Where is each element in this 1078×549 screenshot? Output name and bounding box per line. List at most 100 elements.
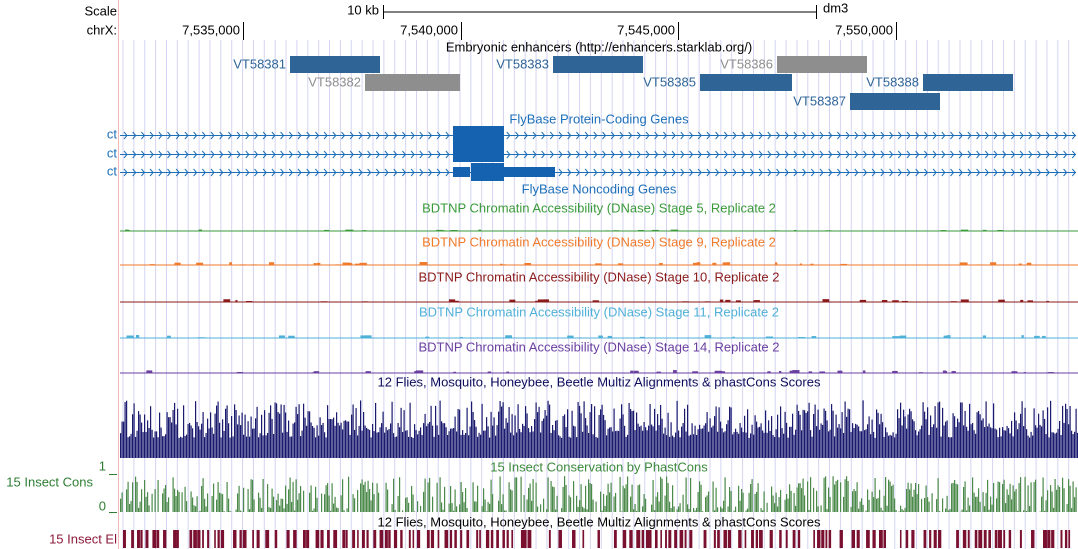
phastcons-bar bbox=[859, 501, 861, 512]
phastcons-bar bbox=[802, 478, 804, 512]
multiz-bar bbox=[649, 403, 651, 458]
element bbox=[1064, 530, 1068, 548]
element bbox=[506, 530, 509, 548]
multiz-bar bbox=[319, 417, 321, 458]
phastcons-bar bbox=[991, 504, 993, 512]
multiz-bar bbox=[712, 425, 714, 458]
multiz-bar bbox=[862, 400, 864, 458]
phastcons-bar bbox=[763, 491, 765, 512]
phastcons-bar bbox=[391, 504, 393, 512]
phastcons-bar bbox=[820, 505, 822, 512]
dnase-peak bbox=[1034, 335, 1040, 338]
element bbox=[437, 530, 440, 548]
multiz-bar bbox=[204, 437, 206, 458]
element bbox=[649, 530, 652, 548]
phastcons-bar bbox=[915, 482, 917, 512]
multiz-bar bbox=[370, 437, 372, 458]
phastcons-bar bbox=[327, 483, 329, 512]
multiz-bar bbox=[546, 415, 548, 458]
dnase-peak bbox=[198, 229, 202, 231]
axis-label: 0 bbox=[99, 498, 106, 513]
phastcons-bar bbox=[682, 494, 684, 512]
phastcons-bar bbox=[162, 493, 164, 512]
phastcons-bar bbox=[195, 506, 197, 512]
phastcons-bar bbox=[927, 497, 929, 512]
multiz-bar bbox=[178, 437, 180, 458]
element bbox=[878, 530, 883, 548]
multiz-bar bbox=[325, 437, 327, 458]
phastcons-bar bbox=[891, 486, 893, 512]
phastcons-bar bbox=[286, 503, 288, 512]
multiz-bar bbox=[1056, 432, 1058, 458]
multiz-bar bbox=[333, 417, 335, 458]
multiz-bar bbox=[687, 404, 689, 458]
multiz-bar bbox=[883, 436, 885, 458]
phastcons-bar bbox=[508, 482, 510, 512]
multiz-bar bbox=[730, 407, 732, 458]
element bbox=[641, 530, 645, 548]
multiz-bar bbox=[499, 401, 501, 458]
multiz-bar bbox=[1059, 420, 1061, 458]
dnase-peak bbox=[940, 230, 947, 231]
multiz-bar bbox=[345, 420, 347, 458]
phastcons-bar bbox=[334, 496, 336, 512]
multiz-bar bbox=[360, 400, 362, 458]
multiz-bar bbox=[1005, 430, 1007, 458]
multiz-bar bbox=[382, 411, 384, 458]
multiz-bar bbox=[187, 423, 189, 458]
phastcons-bar bbox=[135, 476, 137, 512]
element bbox=[851, 530, 856, 548]
multiz-bar bbox=[1020, 413, 1022, 458]
multiz-bar bbox=[969, 403, 971, 458]
dnase-peak bbox=[714, 370, 722, 373]
phastcons-bar bbox=[909, 489, 911, 512]
phastcons-bar bbox=[610, 482, 612, 512]
phastcons-bar bbox=[895, 510, 897, 512]
phastcons-bar bbox=[511, 490, 513, 512]
element bbox=[454, 530, 457, 548]
dnase-peak bbox=[349, 229, 354, 231]
phastcons-bar bbox=[442, 509, 444, 512]
multiz-bar bbox=[417, 434, 419, 458]
gene-arrows bbox=[123, 131, 1076, 140]
track-title: FlyBase Protein-Coding Genes bbox=[509, 111, 689, 126]
exon bbox=[471, 163, 504, 181]
phastcons-bar bbox=[250, 479, 252, 512]
phastcons-bar bbox=[733, 510, 735, 512]
multiz-bar bbox=[808, 402, 810, 458]
element bbox=[933, 530, 937, 548]
phastcons-bar bbox=[789, 484, 791, 512]
multiz-bar bbox=[157, 437, 159, 458]
multiz-bar bbox=[709, 418, 711, 458]
phastcons-bar bbox=[591, 484, 593, 512]
phastcons-bar bbox=[936, 499, 938, 512]
multiz-bar bbox=[750, 433, 752, 458]
phastcons-bar bbox=[1042, 477, 1044, 512]
multiz-bar bbox=[1041, 426, 1043, 458]
multiz-bar bbox=[867, 424, 869, 458]
dnase-peak bbox=[767, 371, 771, 373]
phastcons-bar bbox=[655, 496, 657, 512]
element bbox=[674, 530, 678, 548]
multiz-bar bbox=[150, 406, 152, 458]
phastcons-bar bbox=[451, 503, 453, 512]
multiz-bar bbox=[190, 425, 192, 458]
phastcons-bar bbox=[387, 489, 389, 512]
multiz-bar bbox=[309, 411, 311, 458]
phastcons-bar bbox=[723, 500, 725, 512]
multiz-bar bbox=[873, 431, 875, 458]
multiz-bar bbox=[495, 435, 497, 458]
multiz-bar bbox=[658, 425, 660, 458]
scale-bar bbox=[383, 5, 817, 19]
multiz-bar bbox=[357, 435, 359, 458]
phastcons-bar bbox=[204, 498, 206, 512]
ruler-tick-label: 7,550,000 bbox=[835, 22, 893, 37]
multiz-bar bbox=[156, 431, 158, 458]
dnase-peak bbox=[696, 262, 700, 265]
element bbox=[496, 530, 499, 548]
multiz-bar bbox=[964, 410, 966, 458]
phastcons-bar bbox=[871, 491, 873, 512]
multiz-bar bbox=[193, 437, 195, 458]
multiz-bar bbox=[945, 421, 947, 458]
multiz-bar bbox=[783, 433, 785, 458]
